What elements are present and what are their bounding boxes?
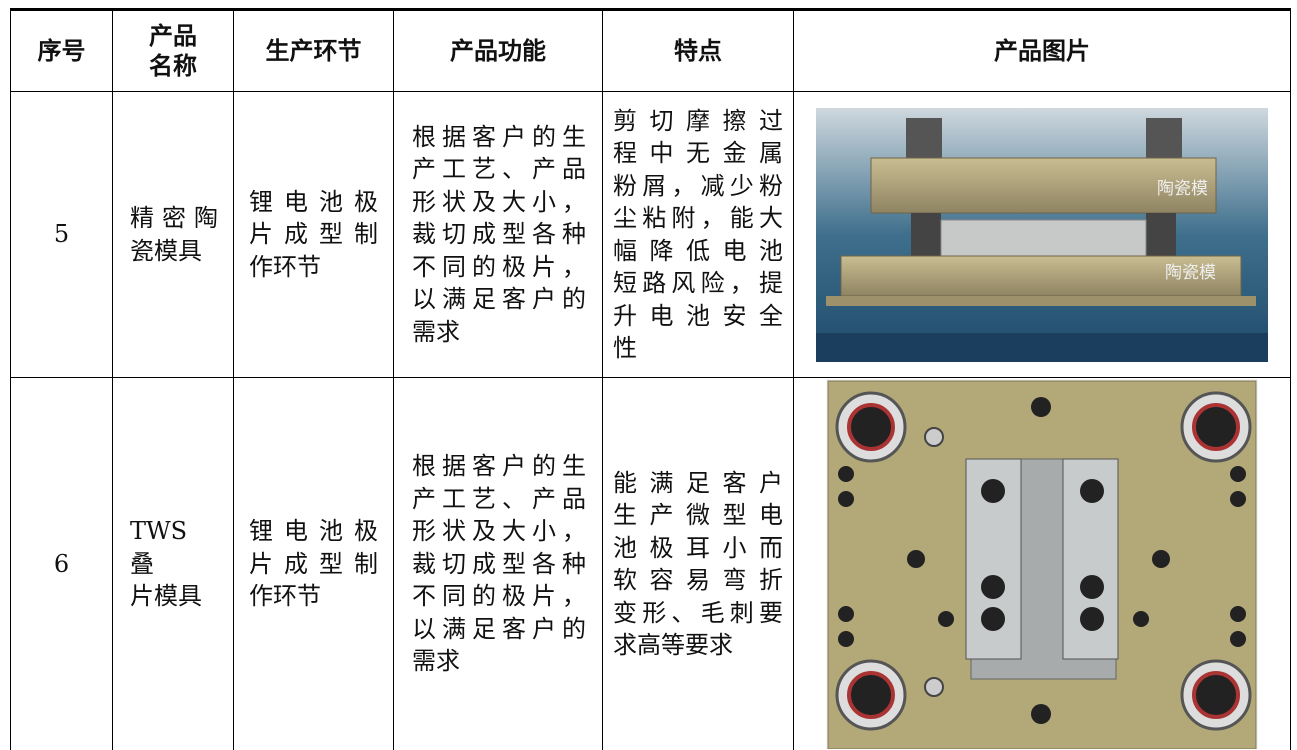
cell-line: 片成型制: [249, 218, 378, 251]
image-cell: [794, 378, 1291, 750]
cell-line: 产工艺、产品: [412, 483, 586, 516]
cell-line: 剪切摩擦过: [613, 105, 783, 138]
cell-line: 需求: [412, 645, 586, 678]
cell-line: 瓷模具: [130, 235, 218, 268]
cell-line: 形状及大小，: [412, 515, 586, 548]
cell-line: 锂电池极: [249, 186, 378, 219]
image-label: 陶瓷模: [1157, 179, 1208, 199]
cell-line: 幅降低电池: [613, 235, 783, 268]
cell-line: 名称: [113, 51, 233, 81]
table-cell: 剪切摩擦过程中无金属粉屑，减少粉尘粘附，能大幅降低电池短路风险，提升电池安全性: [603, 92, 794, 378]
cell-line: 生产微型电: [613, 499, 783, 532]
header-cell: 生产环节: [234, 10, 394, 92]
cell-line: 软容易弯折: [613, 564, 783, 597]
cell-line: 需求: [412, 316, 586, 349]
cell-line: 作环节: [249, 580, 378, 613]
cell-line: 片模具: [130, 580, 218, 613]
header-cell: 产品名称: [113, 10, 234, 92]
product-photo: 陶瓷模 陶瓷模: [816, 108, 1268, 362]
header-cell: 序号: [11, 10, 113, 92]
table-cell: 根据客户的生产工艺、产品形状及大小，裁切成型各种不同的极片，以满足客户的需求: [394, 92, 603, 378]
image-label: 陶瓷模: [1165, 263, 1216, 283]
cell-line: 能满足客户: [613, 467, 783, 500]
cell-line: 裁切成型各种: [412, 218, 586, 251]
image-cell: 陶瓷模 陶瓷模: [794, 92, 1291, 378]
cell-line: 池极耳小而: [613, 532, 783, 565]
table-cell: 根据客户的生产工艺、产品形状及大小，裁切成型各种不同的极片，以满足客户的需求: [394, 378, 603, 750]
cell-line: 求高等要求: [613, 629, 783, 662]
cell-line: 根据客户的生: [412, 450, 586, 483]
cell-line: 性: [613, 332, 783, 365]
cell-line: 根据客户的生: [412, 121, 586, 154]
cell-line: TWS 叠: [130, 515, 218, 580]
cell-line: 不同的极片，: [412, 580, 586, 613]
cell-line: 尘粘附，能大: [613, 202, 783, 235]
table-cell: 6: [11, 378, 113, 750]
table-cell: 锂电池极片成型制作环节: [234, 378, 394, 750]
cell-line: 锂电池极: [249, 515, 378, 548]
table-cell: TWS 叠片模具: [113, 378, 234, 750]
cell-line: 变形、毛刺要: [613, 597, 783, 630]
cell-line: 程中无金属: [613, 137, 783, 170]
cell-line: 短路风险，提: [613, 267, 783, 300]
product-photo: [826, 379, 1258, 749]
header-cell: 产品功能: [394, 10, 603, 92]
cell-line: 产工艺、产品: [412, 153, 586, 186]
cell-line: 裁切成型各种: [412, 548, 586, 581]
cell-line: 片成型制: [249, 548, 378, 581]
table-cell: 5: [11, 92, 113, 378]
cell-line: 形状及大小，: [412, 186, 586, 219]
table-cell: 能满足客户生产微型电池极耳小而软容易弯折变形、毛刺要求高等要求: [603, 378, 794, 750]
header-row: 序号产品名称生产环节产品功能特点产品图片: [11, 10, 1291, 92]
cell-line: 以满足客户的: [412, 283, 586, 316]
header-cell: 产品图片: [794, 10, 1291, 92]
cell-line: 产品: [113, 21, 233, 51]
cell-line: 粉屑，减少粉: [613, 170, 783, 203]
table-cell: 精密陶瓷模具: [113, 92, 234, 378]
cell-line: 升电池安全: [613, 300, 783, 333]
cell-line: 精密陶: [130, 202, 218, 235]
cell-line: 作环节: [249, 251, 378, 284]
cell-line: 以满足客户的: [412, 613, 586, 646]
header-cell: 特点: [603, 10, 794, 92]
cell-line: 不同的极片，: [412, 251, 586, 284]
table-cell: 锂电池极片成型制作环节: [234, 92, 394, 378]
